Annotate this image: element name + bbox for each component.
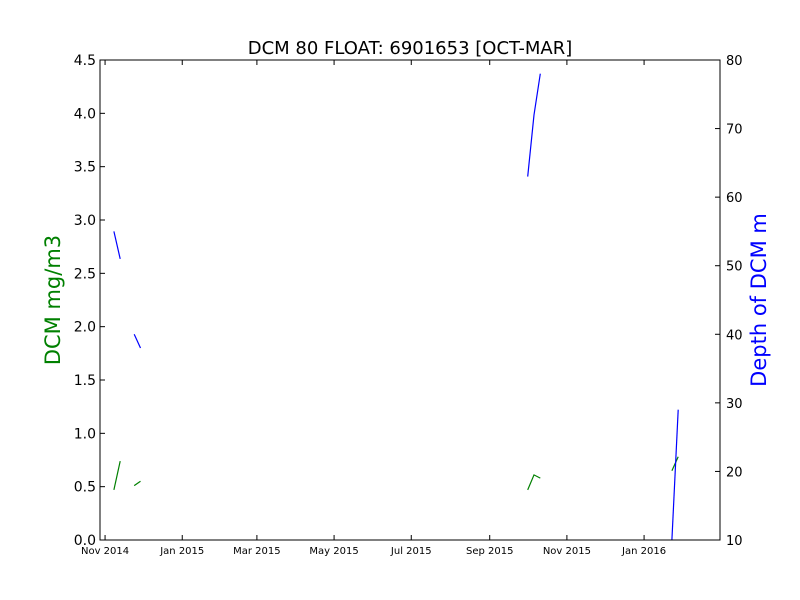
dcm-depth-line [527, 73, 541, 177]
x-tick-label: Jan 2016 [621, 546, 666, 557]
left-y-tick-label: 3.5 [74, 160, 96, 176]
right-y-tick-label: 50 [726, 260, 743, 275]
dcm-concentration-line [113, 460, 121, 491]
right-y-tick-label: 70 [726, 123, 743, 138]
series-lines [113, 73, 679, 541]
dcm-depth-line [671, 409, 679, 541]
left-axis-label: DCM mg/m3 [41, 235, 65, 365]
x-tick-label: Sep 2015 [466, 546, 513, 557]
dcm-concentration-line [133, 480, 141, 487]
right-y-tick-label: 60 [726, 191, 743, 206]
right-y-tick-label: 20 [726, 465, 743, 480]
right-y-tick-label: 30 [726, 397, 743, 412]
x-tick-label: Nov 2015 [543, 546, 591, 557]
left-y-tick-label: 2.5 [74, 266, 96, 282]
x-tick-label: May 2015 [309, 546, 358, 557]
chart-title: DCM 80 FLOAT: 6901653 [OCT-MAR] [248, 38, 572, 59]
left-y-tick-label: 0.5 [74, 480, 96, 496]
dcm-depth-line [113, 231, 121, 260]
dcm-depth-line [133, 334, 142, 349]
axis-ticks: Nov 2014 Jan 2015 Mar 2015 May 2015 Jul 2015… [74, 53, 743, 557]
left-y-tick-label: 0.0 [74, 533, 96, 549]
dcm-concentration-line [527, 474, 541, 491]
left-y-tick-label: 4.0 [74, 106, 96, 122]
left-y-tick-label: 2.0 [74, 320, 96, 336]
left-y-tick-label: 1.5 [74, 373, 96, 389]
left-y-tick-label: 4.5 [74, 53, 96, 69]
x-tick-label: Mar 2015 [233, 546, 281, 557]
x-tick-label: Jan 2015 [159, 546, 204, 557]
x-tick-label: Nov 2014 [81, 546, 129, 557]
plot-frame [99, 59, 721, 541]
right-y-tick-label: 80 [726, 54, 743, 69]
right-y-tick-label: 40 [726, 328, 743, 343]
left-y-tick-label: 1.0 [74, 426, 96, 442]
left-y-tick-label: 3.0 [74, 213, 96, 229]
x-tick-label: Jul 2015 [390, 546, 432, 557]
right-axis-label: Depth of DCM m [747, 213, 771, 387]
right-y-tick-label: 10 [726, 534, 743, 549]
